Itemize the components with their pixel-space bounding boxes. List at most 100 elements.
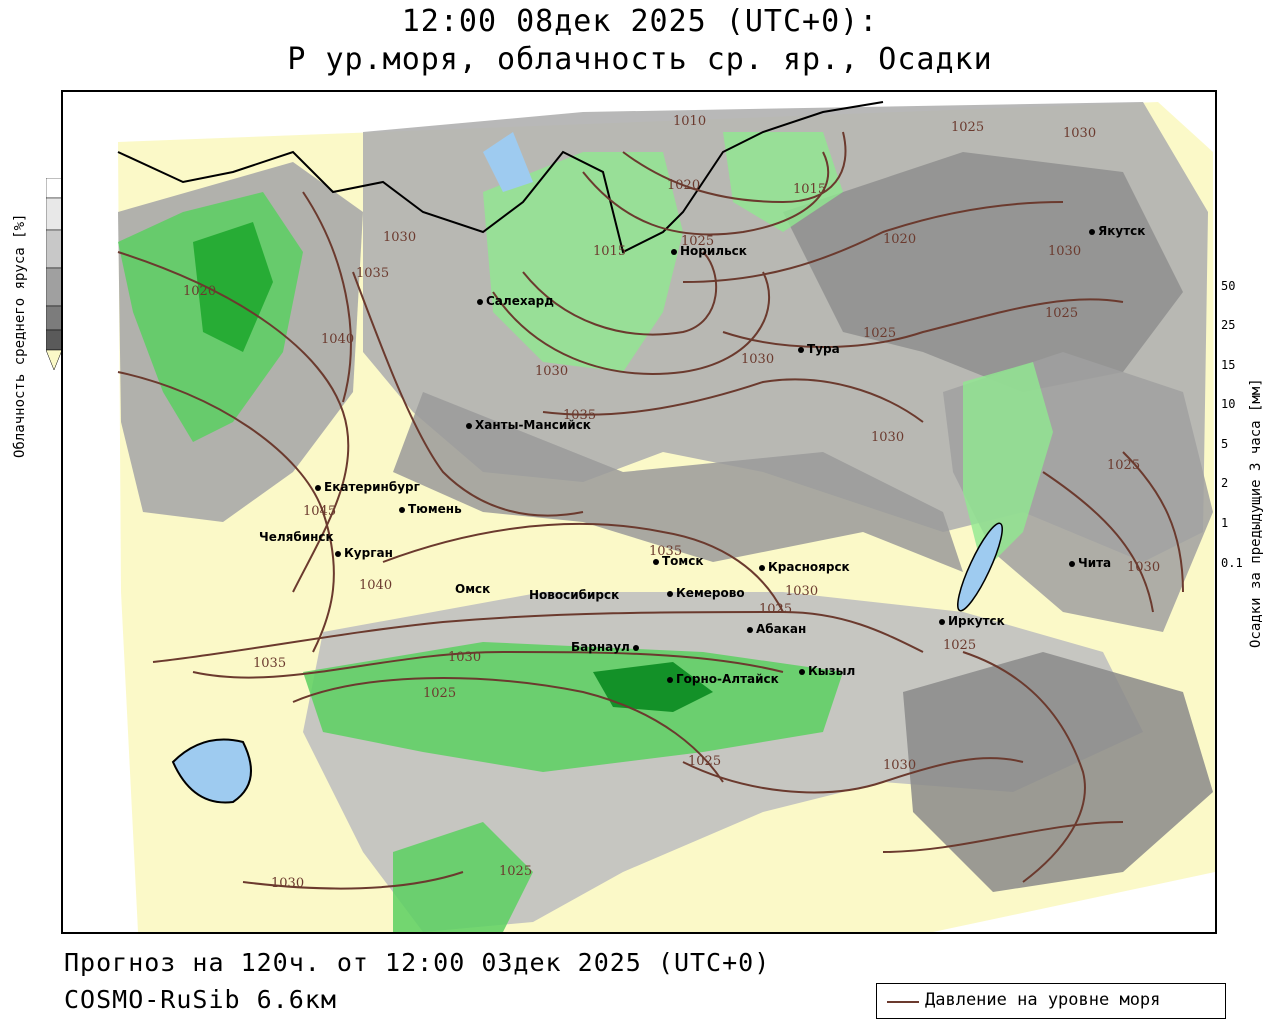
- model-name: COSMO-RuSib 6.6км: [64, 985, 337, 1014]
- isobar-label: 1025: [688, 754, 722, 769]
- city-name: Кызыл: [808, 664, 856, 678]
- pressure-legend: Давление на уровне моря: [876, 983, 1226, 1019]
- city-marker-icon: [399, 506, 405, 513]
- precip-tick-15: 15: [1221, 358, 1236, 372]
- precip-west-core: [193, 222, 273, 352]
- isobar-label: 1045: [303, 504, 337, 519]
- city-kurgan: Курган: [335, 546, 393, 560]
- city-marker-icon: [671, 248, 677, 255]
- isobar-label: 1030: [383, 230, 417, 245]
- gulf-ob: [483, 132, 533, 192]
- precip-baikal: [963, 362, 1053, 572]
- city-name: Якутск: [1098, 224, 1146, 238]
- isobar-label: 1015: [793, 182, 827, 197]
- forecast-map: 1010 1025 1030 1020 1015 1020 1025 1030 …: [61, 90, 1217, 934]
- isobar-label: 1035: [649, 544, 683, 559]
- isobar-label: 1030: [1127, 560, 1161, 575]
- city-name: Курган: [344, 546, 393, 560]
- cloud-area-se: [903, 652, 1213, 892]
- precip-north: [483, 152, 683, 372]
- city-marker-icon: [632, 644, 639, 651]
- precip-altai: [593, 662, 713, 712]
- city-marker-icon: [798, 346, 804, 353]
- isobar-label: 1030: [271, 876, 305, 891]
- city-kyzyl: Кызыл: [799, 664, 855, 678]
- isobar-label: 1030: [535, 364, 569, 379]
- city-marker-icon: [667, 676, 673, 683]
- city-name: Норильск: [680, 244, 747, 258]
- city-kemerovo: Кемерово: [667, 586, 745, 600]
- cloud-area-center: [393, 392, 963, 572]
- city-name: Чита: [1078, 556, 1112, 570]
- map-title-time: 12:00 08дек 2025 (UTC+0):: [401, 4, 879, 39]
- isobar-label: 1010: [673, 114, 707, 129]
- city-name: Ханты-Мансийск: [475, 418, 591, 432]
- isobar-label: 1030: [1048, 244, 1082, 259]
- isobar-label: 1025: [681, 234, 715, 249]
- precip-south: [393, 822, 533, 932]
- city-name: Горно-Алтайск: [676, 672, 779, 686]
- map-canvas: [117, 101, 1215, 932]
- isobar-label: 1030: [883, 758, 917, 773]
- isobar-label: 1025: [943, 638, 977, 653]
- city-marker-icon: [653, 558, 659, 565]
- city-barnaul: Барнаул: [571, 640, 642, 654]
- isobar-label: 1020: [883, 232, 917, 247]
- isobar-label: 1035: [563, 408, 597, 423]
- city-tomsk: Томск: [653, 554, 704, 568]
- isobar-label: 1030: [741, 352, 775, 367]
- city-name: Красноярск: [768, 560, 850, 574]
- isobar-label: 1030: [448, 650, 482, 665]
- isobar-label: 1025: [423, 686, 457, 701]
- cloud-scale-bar: [45, 177, 63, 371]
- city-omsk: Омск: [455, 582, 490, 596]
- city-name: Омск: [455, 582, 491, 596]
- isobar-label: 1020: [183, 284, 217, 299]
- precip-south-band: [303, 642, 843, 772]
- city-tura: Тура: [798, 342, 840, 356]
- city-name: Тюмень: [408, 502, 462, 516]
- city-name: Салехард: [486, 294, 554, 308]
- city-marker-icon: [466, 422, 472, 429]
- precip-scale-label: Осадки за предыдущие 3 часа [мм]: [1248, 378, 1264, 648]
- isobar-label: 1025: [1107, 458, 1141, 473]
- precip-northeast: [723, 132, 843, 232]
- city-chelyabinsk: Челябинск: [259, 530, 334, 544]
- city-khanty-mansiysk: Ханты-Мансийск: [466, 418, 591, 432]
- city-name: Челябинск: [259, 530, 334, 544]
- city-krasnoyarsk: Красноярск: [759, 560, 850, 574]
- city-irkutsk: Иркутск: [939, 614, 1005, 628]
- city-yakutsk: Якутск: [1089, 224, 1145, 238]
- city-gorno-altaysk: Горно-Алтайск: [667, 672, 779, 686]
- precip-tick-2: 2: [1221, 476, 1229, 490]
- isobar-label: 1035: [356, 266, 390, 281]
- isobar-label: 1025: [499, 864, 533, 879]
- isobar-label: 1030: [871, 430, 905, 445]
- city-marker-icon: [667, 590, 673, 597]
- isobar-label: 1030: [785, 584, 819, 599]
- city-name: Иркутск: [948, 614, 1005, 628]
- precip-tick-10: 10: [1221, 397, 1236, 411]
- map-title-fields: P ур.моря, облачность ср. яр., Осадки: [287, 42, 993, 77]
- city-name: Томск: [662, 554, 704, 568]
- city-tyumen: Тюмень: [399, 502, 462, 516]
- precip-tick-0-1: 0.1: [1221, 556, 1243, 570]
- pressure-legend-label: Давление на уровне моря: [925, 990, 1161, 1010]
- city-chita: Чита: [1069, 556, 1111, 570]
- precip-tick-25: 25: [1221, 318, 1236, 332]
- cloud-scale-label: Облачность среднего яруса [%]: [12, 213, 28, 458]
- city-salekhard: Салехард: [477, 294, 554, 308]
- city-name: Тура: [807, 342, 840, 356]
- city-marker-icon: [1089, 228, 1095, 235]
- lake-balkhash: [171, 738, 252, 804]
- isobar-label: 1025: [1045, 306, 1079, 321]
- precip-tick-50: 50: [1221, 279, 1236, 293]
- isobars: [117, 131, 1184, 890]
- city-abakan: Абакан: [747, 622, 806, 636]
- cloud-area-north-dark: [783, 152, 1183, 392]
- isobar-label: 1015: [593, 244, 627, 259]
- city-norilsk: Норильск: [671, 244, 747, 258]
- cloud-scale: [45, 177, 63, 371]
- precip-tick-5: 5: [1221, 437, 1229, 451]
- city-ekaterinburg: Екатеринбург: [315, 480, 420, 494]
